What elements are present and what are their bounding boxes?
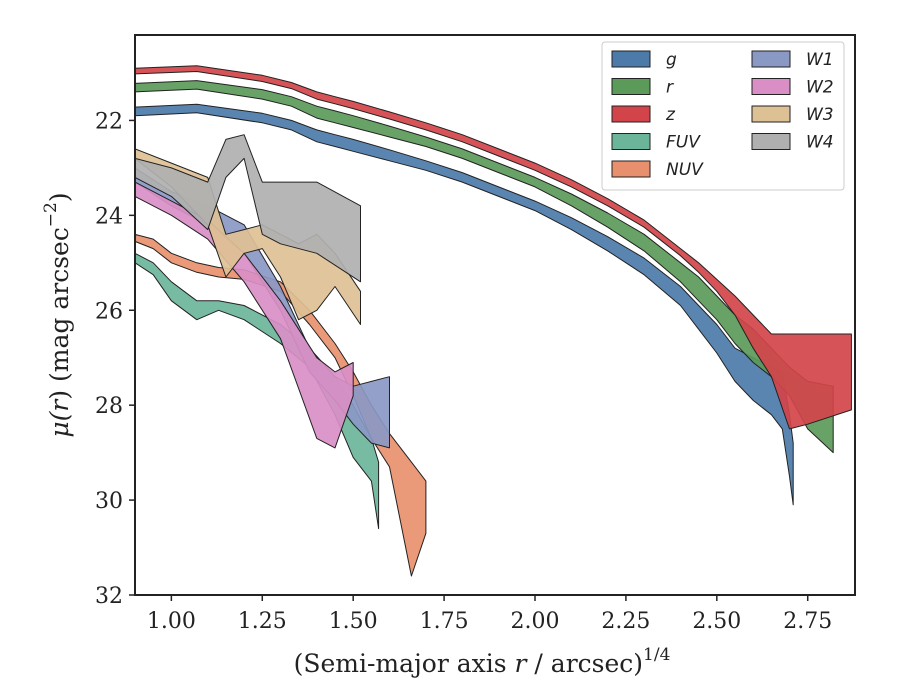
y-axis-ticks: 22 24 26 28 30 32: [95, 109, 135, 609]
legend-swatch-r: [611, 78, 651, 95]
band-w4: [135, 134, 361, 283]
legend-swatch-w2: [751, 78, 791, 95]
data-bands: [135, 65, 852, 577]
x-tick-label: 1.50: [329, 609, 378, 634]
legend: grz FUV NUV W1 W2 W3 W4: [601, 41, 845, 191]
legend-label-g: g: [666, 50, 677, 70]
legend-swatch-w1: [751, 50, 791, 68]
x-tick-label: 2.50: [692, 609, 741, 634]
legend-swatch-fuv: [611, 133, 651, 150]
x-tick-label: 2.75: [783, 609, 832, 634]
legend-label-nuv: NUV: [666, 160, 704, 180]
legend-label-w1: W1: [806, 50, 834, 70]
legend-label-w3: W3: [806, 105, 834, 125]
legend-label-fuv: FUV: [666, 133, 701, 153]
y-tick-label: 30: [95, 489, 123, 514]
y-tick-label: 26: [95, 299, 123, 324]
x-axis-title: (Semi-major axis r / arcsec)1/4: [294, 645, 671, 678]
x-tick-label: 1.25: [238, 609, 287, 634]
legend-swatch-nuv: [611, 160, 651, 178]
y-tick-label: 22: [95, 109, 123, 134]
legend-label-r: r: [666, 78, 674, 98]
band-r: [135, 80, 834, 454]
legend-swatch-g: [611, 50, 651, 68]
y-tick-label: 24: [95, 204, 123, 229]
legend-swatch-w3: [751, 105, 791, 123]
legend-label-w2: W2: [806, 78, 834, 98]
band-z: [135, 65, 852, 430]
y-axis-title: μ(r) (mag arcsec−2): [41, 192, 74, 437]
y-tick-label: 28: [95, 394, 123, 419]
x-tick-label: 2.25: [601, 609, 650, 634]
x-tick-label: 2.00: [511, 609, 560, 634]
band-g: [135, 103, 794, 506]
x-tick-label: 1.75: [420, 609, 469, 634]
legend-swatch-w4: [751, 133, 791, 150]
x-tick-label: 1.00: [147, 609, 196, 634]
legend-swatch-z: [611, 105, 651, 123]
legend-label-w4: W4: [806, 133, 834, 153]
plot-frame: [134, 34, 856, 596]
x-axis-ticks: 1.00 1.25 1.50 1.75 2.00 2.25 2.50 2.75: [147, 595, 832, 634]
y-tick-label: 32: [95, 584, 123, 609]
legend-label-z: z: [665, 105, 676, 125]
